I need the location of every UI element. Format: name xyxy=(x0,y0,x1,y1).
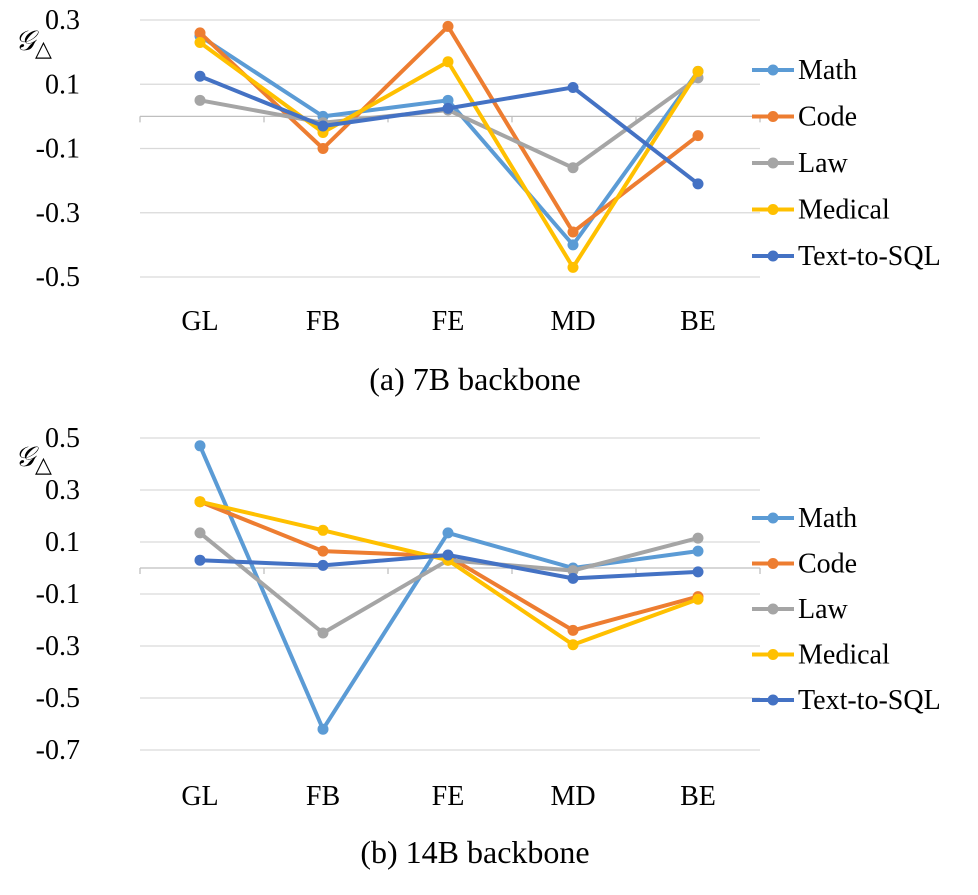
y-axis-label-subscript: △ xyxy=(35,36,52,61)
data-point-code xyxy=(567,226,579,238)
data-point-law xyxy=(692,532,704,544)
series-line-medical xyxy=(199,499,699,647)
data-point-math xyxy=(442,94,454,106)
y-tick-label: 0.3 xyxy=(45,475,80,506)
series-line-math xyxy=(198,445,699,732)
legend-label-math: Math xyxy=(798,503,857,534)
y-tick-label: 0.3 xyxy=(45,5,80,36)
series-line-law xyxy=(199,76,700,170)
data-point-code xyxy=(442,20,454,32)
legend-label-law: Law xyxy=(798,594,849,625)
chart-caption: (a) 7B backbone xyxy=(369,361,580,397)
legend-label-math: Math xyxy=(798,55,857,86)
data-point-math xyxy=(442,527,454,539)
data-point-medical xyxy=(692,65,704,77)
data-point-math xyxy=(194,440,206,452)
legend-label-text-to-sql: Text-to-SQL xyxy=(798,685,941,716)
x-tick-label: FB xyxy=(306,781,340,812)
data-point-code xyxy=(692,130,704,142)
data-point-text-to-sql xyxy=(194,70,206,82)
data-point-medical xyxy=(567,261,579,273)
y-tick-label: -0.1 xyxy=(36,134,80,165)
data-point-code xyxy=(194,27,206,39)
x-tick-label: MD xyxy=(550,781,595,812)
legend-marker-code xyxy=(767,558,779,569)
data-point-law xyxy=(567,565,579,577)
chart-14b: 0.5 0.3 0.1 -0.1 -0.3 -0.5 -0.7 𝒢△ GL FB FE MD BE Mat… xyxy=(15,423,941,870)
data-point-text-to-sql xyxy=(317,120,329,132)
legend-marker-code xyxy=(767,111,779,122)
y-tick-label: -0.5 xyxy=(36,683,80,714)
x-tick-label: FE xyxy=(432,781,465,812)
data-point-medical xyxy=(194,496,206,508)
y-tick-label: 0.1 xyxy=(45,527,80,558)
data-point-medical xyxy=(317,524,329,536)
x-tick-label: MD xyxy=(550,306,595,337)
legend-marker-medical xyxy=(767,649,779,660)
series-line-medical xyxy=(198,40,700,270)
data-point-text-to-sql xyxy=(567,81,579,93)
x-tick-label: BE xyxy=(680,306,716,337)
y-tick-label: -0.5 xyxy=(36,262,80,293)
y-tick-label: -0.3 xyxy=(36,631,80,662)
y-axis-label-subscript: △ xyxy=(35,452,52,477)
legend-marker-law xyxy=(767,603,779,615)
x-tick-label: GL xyxy=(181,306,218,337)
data-point-law xyxy=(194,94,206,106)
legend-marker-math xyxy=(767,64,779,76)
x-tick-label: FB xyxy=(306,306,340,337)
y-tick-label: -0.1 xyxy=(36,579,80,610)
data-point-medical xyxy=(567,639,579,651)
data-point-medical xyxy=(442,56,454,68)
legend-marker-text-to-sql xyxy=(767,250,779,262)
series-line-math xyxy=(198,34,700,247)
data-point-text-to-sql xyxy=(317,559,329,571)
data-point-text-to-sql xyxy=(194,554,206,566)
data-point-text-to-sql xyxy=(442,102,454,114)
y-tick-label: -0.3 xyxy=(36,198,80,229)
legend-label-law: Law xyxy=(798,148,849,179)
x-tick-label: GL xyxy=(181,781,218,812)
legend-label-medical: Medical xyxy=(798,640,890,671)
data-point-text-to-sql xyxy=(442,549,454,561)
data-point-law xyxy=(567,162,579,174)
data-point-text-to-sql xyxy=(692,178,704,190)
legend-label-text-to-sql: Text-to-SQL xyxy=(798,241,941,272)
data-point-math xyxy=(317,723,329,735)
legend-label-medical: Medical xyxy=(798,195,890,226)
y-tick-label: 0.1 xyxy=(45,69,80,100)
x-tick-label: FE xyxy=(432,306,465,337)
chart-7b: 0.3 0.1 -0.1 -0.3 -0.5 𝒢△ GL FB FE MD BE Math Code La… xyxy=(15,5,941,397)
data-point-code xyxy=(317,143,329,154)
y-tick-label: 0.5 xyxy=(45,423,80,454)
data-point-code xyxy=(317,545,329,557)
legend-label-code: Code xyxy=(798,549,857,580)
y-axis-label: 𝒢△ xyxy=(15,26,52,61)
data-point-math xyxy=(567,239,579,251)
data-point-text-to-sql xyxy=(567,572,579,584)
x-tick-label: BE xyxy=(680,781,716,812)
y-tick-label: -0.7 xyxy=(36,735,80,766)
chart-caption: (b) 14B backbone xyxy=(360,834,589,870)
legend-marker-law xyxy=(767,157,779,169)
data-point-medical xyxy=(692,593,704,605)
legend-label-code: Code xyxy=(798,102,857,133)
data-point-code xyxy=(567,624,579,636)
legend-marker-math xyxy=(767,512,779,524)
y-axis-label: 𝒢△ xyxy=(15,442,52,477)
data-point-law xyxy=(317,627,329,639)
legend-marker-medical xyxy=(767,204,779,215)
data-point-text-to-sql xyxy=(692,566,704,578)
data-point-law xyxy=(194,527,206,539)
data-point-math xyxy=(692,545,704,557)
legend-marker-text-to-sql xyxy=(767,694,779,706)
data-point-medical xyxy=(194,36,206,48)
